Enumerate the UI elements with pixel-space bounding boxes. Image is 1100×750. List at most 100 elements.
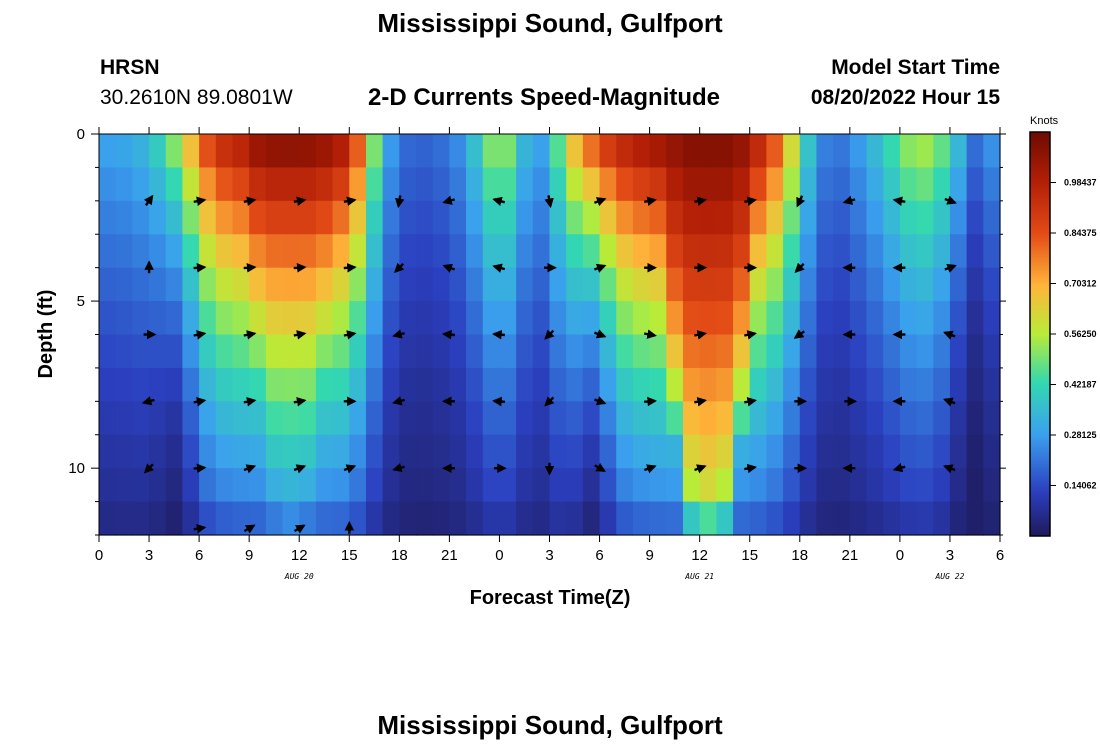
heatmap-cell bbox=[933, 367, 951, 402]
heatmap-cell bbox=[99, 334, 117, 369]
heatmap-cell bbox=[232, 267, 250, 302]
heatmap-cell bbox=[799, 167, 818, 202]
heatmap-cell bbox=[849, 234, 868, 269]
heatmap-cell bbox=[349, 167, 367, 202]
heatmap-cell bbox=[215, 267, 234, 302]
heatmap-cell bbox=[249, 468, 267, 503]
heatmap-cell bbox=[399, 367, 417, 402]
heatmap-cell bbox=[699, 468, 717, 503]
heatmap-cell bbox=[315, 434, 334, 469]
heatmap-cell bbox=[349, 434, 367, 469]
heatmap-cell bbox=[265, 501, 284, 536]
heatmap-cell bbox=[766, 334, 784, 369]
heatmap-cell bbox=[449, 234, 467, 269]
heatmap-cell bbox=[783, 200, 801, 235]
heatmap-cell bbox=[449, 134, 467, 169]
x-tick-label: 0 bbox=[896, 547, 904, 564]
heatmap-cell bbox=[699, 367, 717, 402]
heatmap-cell bbox=[516, 301, 534, 336]
vector-arrow bbox=[243, 524, 256, 534]
heatmap-cell bbox=[899, 367, 918, 402]
heatmap-cell bbox=[749, 267, 768, 302]
heatmap-cell bbox=[783, 134, 801, 169]
heatmap-cell bbox=[616, 167, 634, 202]
heatmap-cell bbox=[432, 234, 450, 269]
heatmap-cell bbox=[499, 301, 517, 336]
heatmap-cell bbox=[632, 501, 651, 536]
heatmap-cell bbox=[265, 134, 284, 169]
heatmap-cell bbox=[282, 468, 300, 503]
heatmap-cell bbox=[749, 334, 768, 369]
heatmap-cell bbox=[432, 301, 450, 336]
heatmap-cell bbox=[783, 468, 801, 503]
heatmap-cell bbox=[249, 234, 267, 269]
heatmap-cell bbox=[349, 501, 367, 536]
heatmap-cell bbox=[749, 234, 768, 269]
heatmap-cell bbox=[666, 434, 684, 469]
heatmap-cell bbox=[632, 468, 651, 503]
heatmap-cell bbox=[382, 468, 400, 503]
station-coordinates: 30.2610N 89.0801W bbox=[100, 86, 293, 109]
heatmap-cell bbox=[399, 468, 417, 503]
heatmap-cell bbox=[849, 434, 868, 469]
heatmap-cell bbox=[866, 367, 884, 402]
heatmap-cell bbox=[182, 200, 200, 235]
heatmap-cell bbox=[365, 134, 384, 169]
x-axis: 0 3 6 9 12 15 18 21 0 3 6 9 12 15 18 21 0 3 6 AUG 20 AUG 21 A… bbox=[95, 127, 1004, 581]
vector-arrow bbox=[892, 196, 906, 206]
heatmap-cell bbox=[432, 167, 450, 202]
heatmap-cell bbox=[215, 367, 234, 402]
heatmap-cell bbox=[682, 200, 701, 235]
heatmap-cell bbox=[949, 134, 968, 169]
heatmap-cell bbox=[332, 367, 350, 402]
heatmap-cell bbox=[299, 468, 317, 503]
vector-arrow bbox=[942, 397, 956, 407]
heatmap-cell bbox=[933, 501, 951, 536]
heatmap-cell bbox=[532, 167, 551, 202]
heatmap-cell bbox=[833, 334, 851, 369]
heatmap-cell bbox=[582, 367, 601, 402]
heatmap-cell bbox=[899, 234, 918, 269]
heatmap-cell bbox=[449, 434, 467, 469]
heatmap-cell bbox=[215, 468, 234, 503]
heatmap-cell bbox=[199, 200, 217, 235]
heatmap-cell bbox=[349, 367, 367, 402]
heatmap-cell bbox=[365, 401, 384, 436]
vector-arrow bbox=[492, 263, 506, 273]
heatmap-cell bbox=[833, 267, 851, 302]
heatmap-cell bbox=[733, 501, 751, 536]
heatmap-cell bbox=[449, 167, 467, 202]
heatmap-cell bbox=[265, 200, 284, 235]
heatmap-cell bbox=[649, 301, 667, 336]
heatmap-cell bbox=[332, 401, 350, 436]
heatmap-cell bbox=[315, 234, 334, 269]
heatmap-cell bbox=[716, 434, 734, 469]
heatmap-cell bbox=[866, 434, 884, 469]
heatmap-cell bbox=[749, 367, 768, 402]
heatmap-cell bbox=[315, 301, 334, 336]
heatmap-cell bbox=[382, 134, 400, 169]
heatmap-cell bbox=[399, 501, 417, 536]
heatmap-cell bbox=[766, 200, 784, 235]
heatmap-cell bbox=[949, 434, 968, 469]
heatmap-cell bbox=[215, 501, 234, 536]
heatmap-cell bbox=[682, 401, 701, 436]
vector-arrow bbox=[544, 329, 555, 340]
heatmap-cell bbox=[566, 367, 584, 402]
heatmap-cell bbox=[132, 167, 150, 202]
heatmap-cell bbox=[182, 401, 200, 436]
heatmap-cell bbox=[165, 301, 184, 336]
heatmap-cell bbox=[749, 401, 768, 436]
heatmap-cell bbox=[666, 401, 684, 436]
heatmap-cell bbox=[332, 134, 350, 169]
heatmap-cell bbox=[582, 301, 601, 336]
heatmap-cell bbox=[566, 468, 584, 503]
heatmap-cell bbox=[966, 200, 984, 235]
heatmap-cell bbox=[315, 334, 334, 369]
heatmap-cell bbox=[549, 200, 567, 235]
heatmap-cell bbox=[682, 434, 701, 469]
vector-arrow bbox=[141, 396, 155, 406]
vector-arrow bbox=[392, 329, 405, 339]
heatmap-cell bbox=[833, 501, 851, 536]
vector-arrow bbox=[944, 263, 957, 273]
